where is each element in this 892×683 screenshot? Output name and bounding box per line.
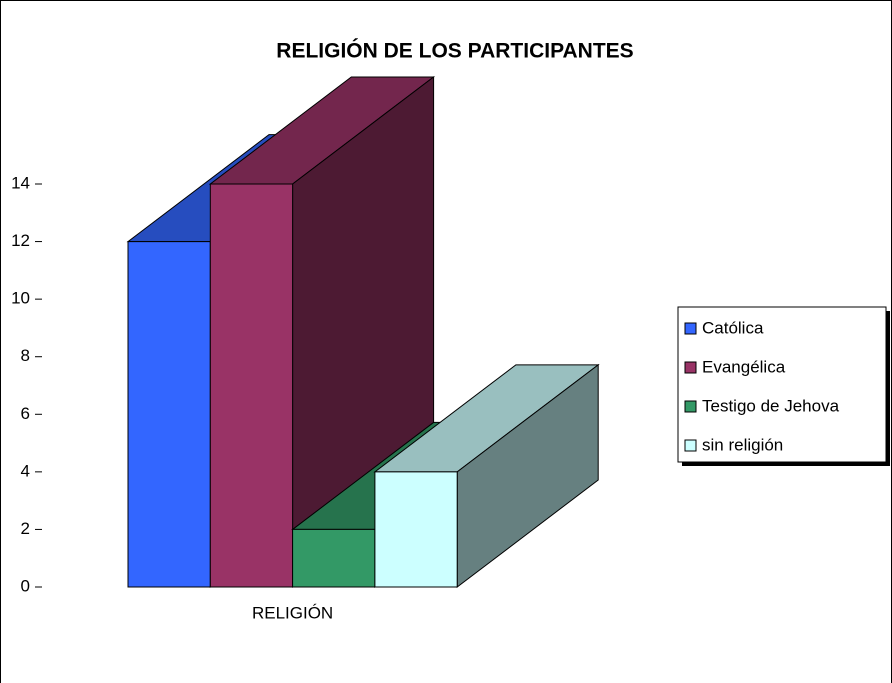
legend-swatch <box>684 400 697 413</box>
y-tick-label: 8 <box>21 346 30 365</box>
legend <box>677 306 887 463</box>
y-tick-label: 14 <box>11 173 30 192</box>
bar-front <box>127 241 211 588</box>
y-tick-label: 6 <box>21 404 30 423</box>
chart-title: RELIGIÓN DE LOS PARTICIPANTES <box>276 39 633 63</box>
y-tick-label: 4 <box>21 461 30 480</box>
bar-front <box>292 528 376 588</box>
legend-label: Católica <box>702 318 764 337</box>
legend-swatch <box>684 361 697 374</box>
bar <box>373 363 600 589</box>
bar-front <box>374 471 458 588</box>
y-tick-label: 0 <box>21 576 30 595</box>
x-tick-label: RELIGIÓN <box>252 603 333 622</box>
y-tick-label: 12 <box>11 231 30 250</box>
legend-label: sin religión <box>702 435 783 454</box>
bar-front <box>209 183 294 588</box>
legend-swatch <box>684 322 697 335</box>
legend-label: Evangélica <box>702 357 786 376</box>
y-tick-label: 10 <box>11 289 30 308</box>
legend-label: Testigo de Jehova <box>702 396 840 415</box>
y-tick-label: 2 <box>21 519 30 538</box>
legend-swatch <box>684 439 697 452</box>
